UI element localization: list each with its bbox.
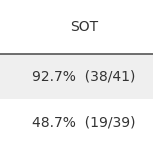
Text: 48.7%  (19/39): 48.7% (19/39): [32, 115, 136, 129]
Bar: [0, 99, 153, 145]
Bar: [0, 54, 153, 99]
Text: SOT: SOT: [70, 20, 98, 34]
Text: 92.7%  (38/41): 92.7% (38/41): [32, 69, 136, 84]
